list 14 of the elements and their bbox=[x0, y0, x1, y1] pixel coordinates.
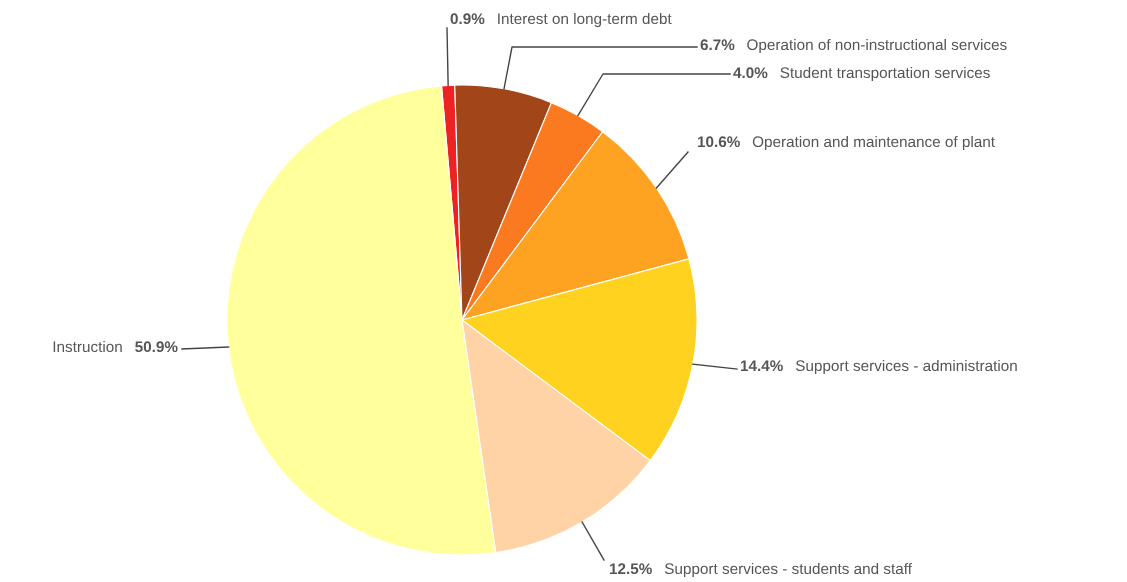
slice-label: Operation of non-instructional services bbox=[747, 38, 1007, 54]
slice-label: Interest on long-term debt bbox=[498, 12, 672, 28]
data-label: 50.9% bbox=[135, 341, 178, 353]
data-label: 10.6% bbox=[697, 136, 740, 148]
slice-label: Student transportation services bbox=[780, 66, 990, 82]
slice-label: Support services - students and staff bbox=[664, 562, 912, 578]
data-label: 0.9% bbox=[450, 13, 485, 25]
data-label: 14.4% bbox=[740, 360, 783, 372]
slice-label: Support services - administration bbox=[795, 359, 1017, 375]
slice-label: Instruction bbox=[53, 340, 122, 353]
data-label: 4.0% bbox=[733, 67, 768, 79]
data-label: 12.5% bbox=[609, 563, 652, 575]
slice-label: Operation and maintenance of plant bbox=[752, 135, 995, 151]
data-label: 6.7% bbox=[700, 39, 735, 51]
